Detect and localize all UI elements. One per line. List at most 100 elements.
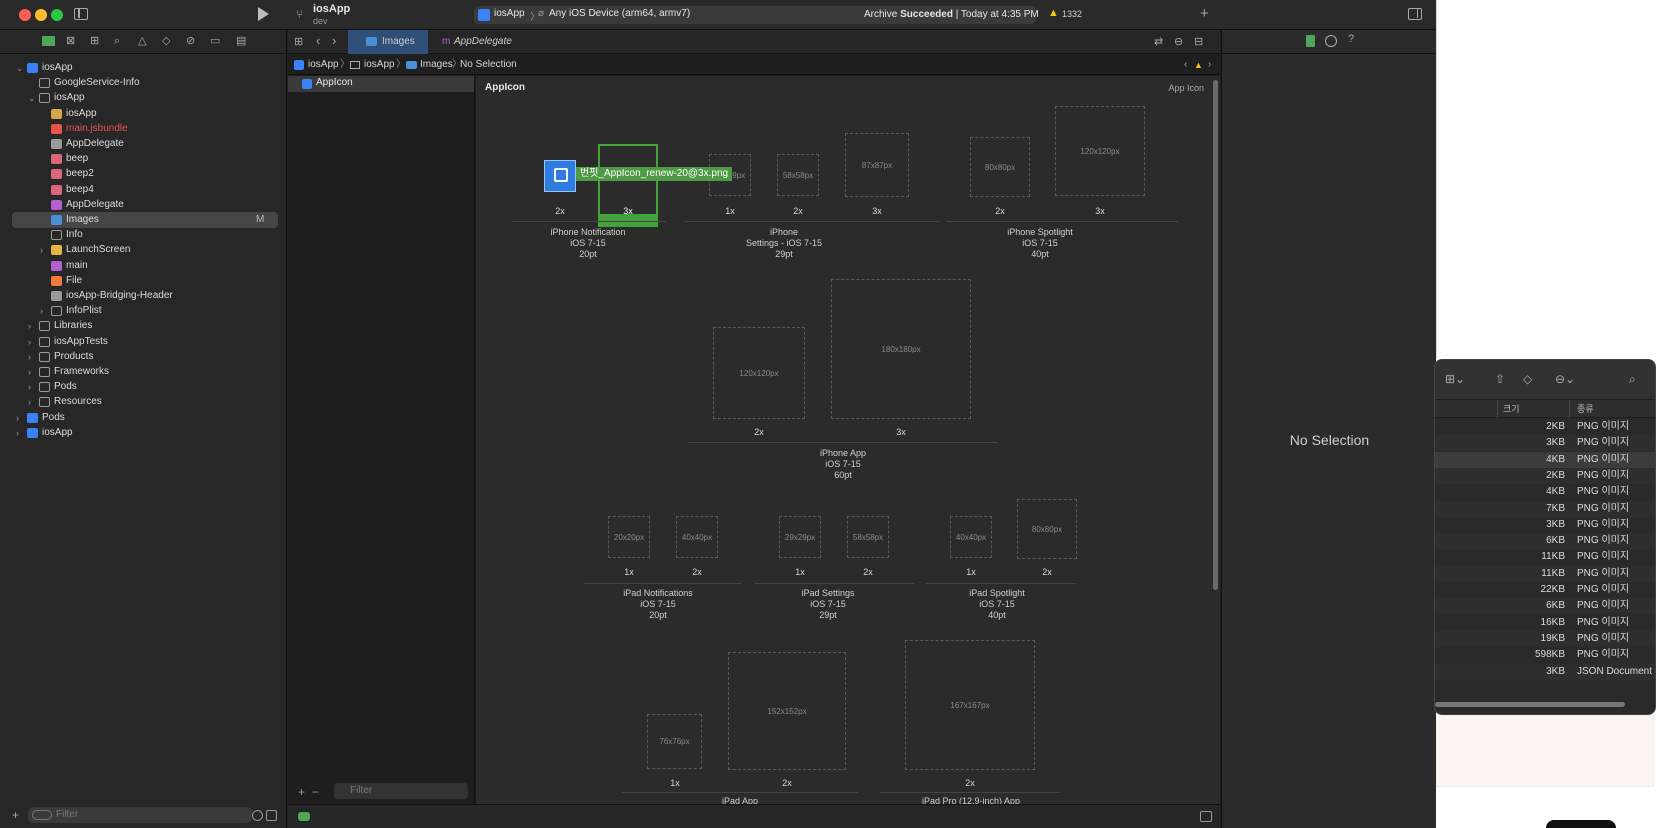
navigator-item[interactable]: › Products	[0, 349, 287, 365]
navigator-item[interactable]: › Libraries	[0, 318, 287, 334]
finder-horizontal-scrollbar[interactable]	[1435, 702, 1625, 707]
navigator-item[interactable]: ⌄ iosApp	[0, 60, 287, 76]
grid-icon[interactable]: ⊞	[294, 36, 304, 48]
file-inspector-icon[interactable]	[1306, 35, 1315, 47]
column-size-header[interactable]: 크기	[1503, 404, 1520, 414]
disclosure-chevron-icon[interactable]: ›	[28, 351, 31, 362]
image-well[interactable]: 20x20px	[608, 516, 650, 558]
disclosure-chevron-icon[interactable]: ⌄	[28, 93, 36, 104]
tab-appdelegate[interactable]: m AppDelegate	[428, 30, 528, 54]
image-well[interactable]: 29x29px	[779, 516, 821, 558]
symbol-navigator-icon[interactable]: ⊞	[90, 35, 100, 47]
image-well[interactable]: 40x40px	[676, 516, 718, 558]
disclosure-chevron-icon[interactable]: ›	[28, 367, 31, 377]
image-well[interactable]: 120x120px	[1055, 106, 1145, 196]
file-row[interactable]: 6KB PNG 이미지	[1435, 598, 1655, 615]
zoom-window-button[interactable]	[51, 9, 63, 21]
add-file-icon[interactable]: +	[12, 808, 20, 822]
breakpoint-icon[interactable]: ▭	[210, 35, 221, 47]
image-well[interactable]: 80x80px	[970, 137, 1030, 197]
debug-area-toggle-icon[interactable]	[298, 812, 310, 821]
canvas-scrollbar[interactable]	[1213, 80, 1218, 590]
file-row[interactable]: 3KB PNG 이미지	[1435, 435, 1655, 452]
add-asset-icon[interactable]: +	[298, 785, 306, 799]
image-well[interactable]: 40x40px	[950, 516, 992, 558]
file-row[interactable]: 2KB PNG 이미지	[1435, 467, 1655, 484]
navigator-item[interactable]: ⌄ iosApp	[0, 90, 287, 106]
inspector-toggle-icon[interactable]	[1408, 8, 1422, 20]
find-icon[interactable]: ⌕	[114, 35, 121, 47]
file-row[interactable]: 22KB PNG 이미지	[1435, 582, 1655, 598]
issue-icon[interactable]: △	[138, 35, 147, 47]
add-icon[interactable]: +	[1200, 5, 1209, 22]
editor-options-icon[interactable]: ⊖	[1174, 36, 1184, 48]
navigator-item[interactable]: › InfoPlist	[0, 303, 287, 319]
image-well[interactable]: 87x87px	[845, 133, 909, 197]
file-row[interactable]: 3KB PNG 이미지	[1435, 517, 1655, 533]
disclosure-chevron-icon[interactable]: ›	[28, 397, 31, 408]
share-icon[interactable]: ⇧	[1495, 372, 1506, 386]
disclosure-chevron-icon[interactable]: ›	[28, 321, 31, 332]
navigator-item[interactable]: › LaunchScreen	[0, 242, 287, 258]
previous-issue-icon[interactable]: ‹	[1184, 59, 1188, 70]
file-row[interactable]: 6KB PNG 이미지	[1435, 533, 1655, 550]
run-button[interactable]	[258, 7, 269, 21]
navigator-item[interactable]: beep2	[0, 166, 287, 182]
file-row[interactable]: 3KB JSON Document	[1435, 663, 1655, 680]
show-debug-area-icon[interactable]	[1200, 811, 1212, 822]
report-icon[interactable]: ▤	[236, 35, 247, 47]
disclosure-chevron-icon[interactable]: ⌄	[16, 63, 24, 73]
destination-selector[interactable]: Any iOS Device (arm64, armv7)	[549, 8, 691, 19]
recent-files-icon[interactable]	[252, 810, 263, 821]
project-navigator-icon[interactable]	[42, 36, 55, 46]
file-row[interactable]: 16KB PNG 이미지	[1435, 615, 1655, 631]
image-well[interactable]: 167x167px	[905, 640, 1035, 770]
split-editor-icon[interactable]: ⊟	[1194, 36, 1204, 48]
file-row[interactable]: 19KB PNG 이미지	[1435, 630, 1655, 647]
remove-asset-icon[interactable]: −	[312, 785, 320, 799]
issue-warning-icon[interactable]: ▲	[1194, 60, 1203, 70]
navigator-item[interactable]: AppDelegate	[0, 136, 287, 152]
navigator-item[interactable]: AppDelegate	[0, 197, 287, 213]
filter-options-icon[interactable]	[32, 810, 52, 820]
crumb-selection[interactable]: No Selection	[460, 59, 517, 70]
image-well[interactable]: 120x120px	[713, 327, 805, 419]
navigator-item[interactable]: beep4	[0, 182, 287, 198]
image-well[interactable]: 180x180px	[831, 279, 971, 419]
file-row[interactable]: 7KB PNG 이미지	[1435, 500, 1655, 517]
image-well[interactable]: 58x58px	[777, 154, 819, 196]
more-actions-icon[interactable]: ⊖⌄	[1555, 372, 1576, 386]
crumb-catalog[interactable]: Images	[420, 59, 453, 70]
scheme-selector[interactable]: iosApp	[494, 8, 525, 19]
navigator-item[interactable]: › Pods	[0, 379, 287, 395]
asset-filter-input[interactable]: Filter	[334, 783, 468, 799]
column-kind-header[interactable]: 종류	[1577, 404, 1594, 414]
image-well[interactable]: 80x80px	[1017, 499, 1077, 559]
image-well[interactable]: 152x152px	[728, 652, 846, 770]
navigator-item[interactable]: › Pods	[0, 410, 287, 426]
navigator-item[interactable]: Images M	[12, 212, 278, 228]
debug-icon[interactable]: ⊘	[186, 35, 196, 47]
disclosure-chevron-icon[interactable]: ›	[16, 427, 19, 438]
close-window-button[interactable]	[19, 9, 31, 21]
crumb-project[interactable]: iosApp	[308, 59, 339, 70]
navigator-item[interactable]: beep	[0, 151, 287, 167]
view-options-icon[interactable]: ⊞⌄	[1445, 372, 1466, 386]
navigator-item[interactable]: File	[0, 273, 287, 289]
back-icon[interactable]: ‹	[316, 33, 321, 48]
navigator-item[interactable]: main	[0, 258, 287, 274]
tab-images[interactable]: Images	[348, 30, 428, 54]
navigator-item[interactable]: Info	[0, 227, 287, 243]
disclosure-chevron-icon[interactable]: ›	[40, 306, 43, 317]
file-row[interactable]: 2KB PNG 이미지	[1435, 419, 1655, 435]
file-row[interactable]: 11KB PNG 이미지	[1435, 549, 1655, 565]
navigator-item[interactable]: › Resources	[0, 394, 287, 410]
navigator-item[interactable]: GoogleService-Info	[0, 75, 287, 91]
crumb-group[interactable]: iosApp	[364, 59, 395, 70]
disclosure-chevron-icon[interactable]: ›	[16, 412, 19, 423]
navigator-item[interactable]: › Frameworks	[0, 364, 287, 380]
minimize-window-button[interactable]	[35, 9, 47, 21]
navigator-item[interactable]: › iosApp	[0, 425, 287, 441]
tag-icon[interactable]: ◇	[1523, 372, 1533, 386]
scm-filter-icon[interactable]	[266, 810, 277, 821]
